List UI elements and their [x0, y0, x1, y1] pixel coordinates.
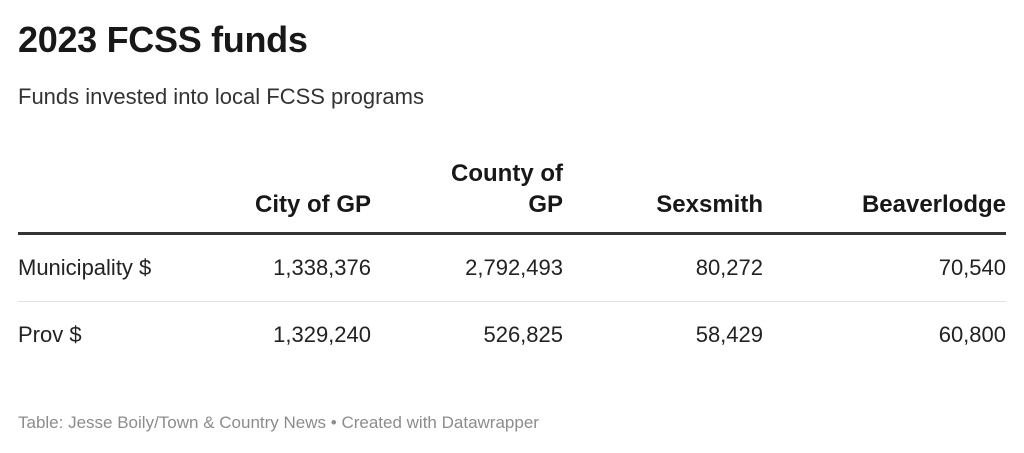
table-cell: 526,825 — [483, 322, 563, 347]
table-cell: 80,272 — [563, 233, 763, 302]
table-row: Municipality $ 1,338,376 2,792,493 80,27… — [18, 233, 1006, 302]
row-label: Municipality $ — [18, 233, 198, 302]
row-label: Prov $ — [18, 322, 82, 347]
chart-title: 2023 FCSS funds — [18, 19, 308, 60]
table-cell: 58,429 — [695, 322, 763, 347]
datawrapper-credit: Created with Datawrapper — [341, 413, 539, 432]
table-cell: 2,792,493 — [371, 233, 563, 302]
data-table: City of GP County of GP Sexsmith Beaverl… — [18, 158, 1006, 368]
table-header-row: City of GP County of GP Sexsmith Beaverl… — [18, 158, 1006, 235]
table-cell: 60,800 — [938, 322, 1006, 347]
column-header-sexsmith: Sexsmith — [563, 158, 763, 235]
column-header-city-of-gp: City of GP — [198, 158, 371, 235]
chart-subtitle: Funds invested into local FCSS programs — [18, 84, 424, 109]
source-credit: Table: Jesse Boily/Town & Country News — [18, 413, 327, 432]
footer-separator: • — [330, 413, 337, 432]
table-cell: 1,338,376 — [198, 233, 371, 302]
table-cell: 1,329,240 — [273, 322, 371, 347]
table-cell: 70,540 — [763, 233, 1006, 302]
column-header-beaverlodge: Beaverlodge — [763, 158, 1006, 235]
chart-footer: Table: Jesse Boily/Town & Country News •… — [18, 412, 539, 434]
column-header-county-of-gp: County of GP — [371, 158, 563, 235]
table-row: Prov $ 1,329,240 526,825 58,429 60,800 — [18, 302, 1006, 369]
column-header-county-of-gp-text: County of GP — [451, 160, 563, 218]
column-header-label — [18, 158, 198, 235]
